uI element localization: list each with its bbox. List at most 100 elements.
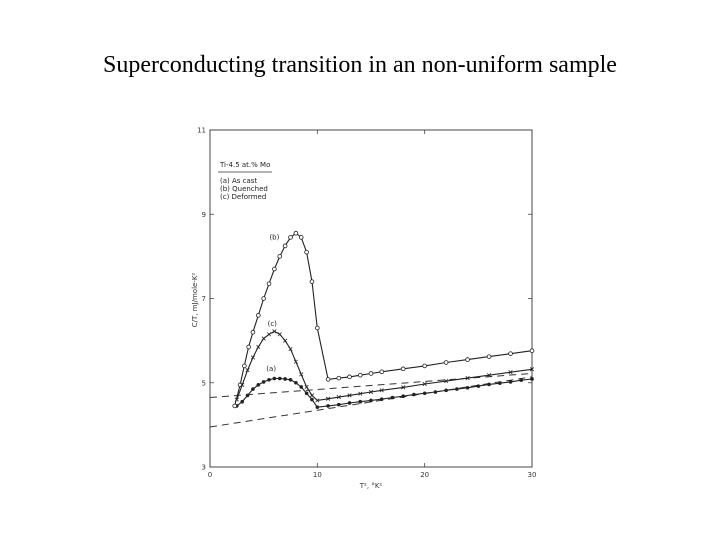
data-point — [272, 376, 277, 381]
data-point — [283, 377, 287, 381]
data-point — [293, 359, 298, 364]
data-point — [336, 375, 342, 381]
data-point — [444, 378, 449, 384]
y-tick-label: 11 — [197, 127, 206, 135]
data-point — [379, 397, 384, 401]
y-tick-label: 5 — [202, 379, 206, 387]
data-point — [288, 378, 293, 382]
data-point — [261, 336, 266, 341]
data-point — [240, 382, 245, 387]
data-point — [325, 396, 331, 401]
data-point — [412, 392, 416, 397]
data-point — [498, 381, 502, 385]
series-annotation: (c) — [268, 320, 278, 328]
data-point — [347, 374, 352, 380]
data-point — [283, 338, 288, 343]
data-point — [232, 403, 237, 409]
y-tick-label: 3 — [202, 464, 206, 472]
data-point — [390, 395, 395, 400]
data-point — [288, 235, 293, 240]
data-point — [508, 380, 513, 384]
data-point — [358, 399, 363, 404]
x-axis-label: T², °K² — [359, 482, 383, 490]
data-point — [326, 404, 330, 408]
data-point — [256, 344, 261, 350]
data-point — [379, 369, 385, 375]
data-point — [315, 398, 320, 403]
data-point — [298, 235, 304, 240]
data-point — [246, 344, 251, 350]
data-point — [256, 383, 261, 387]
x-tick-label: 30 — [528, 471, 537, 479]
series-line-b — [234, 232, 533, 407]
data-point — [530, 377, 534, 381]
data-point — [299, 385, 304, 389]
data-point — [315, 405, 320, 409]
data-point — [529, 367, 535, 372]
data-point — [433, 390, 438, 394]
data-point — [347, 401, 352, 405]
data-point — [250, 355, 256, 360]
data-point — [250, 329, 256, 335]
data-point — [304, 391, 309, 396]
series-annotation: (a) — [266, 365, 276, 373]
data-point — [299, 372, 304, 377]
data-point — [266, 281, 272, 287]
series-annotation: (b) — [269, 234, 279, 242]
axes: 0 10 20 30 3 5 7 9 11 — [197, 127, 536, 480]
data-point — [444, 388, 448, 393]
data-point — [519, 378, 524, 383]
data-point — [272, 266, 277, 272]
data-point — [465, 386, 470, 390]
x-tick-label: 0 — [208, 471, 212, 479]
data-point — [304, 249, 309, 255]
data-point — [508, 370, 513, 375]
data-point — [465, 376, 470, 381]
data-point — [256, 313, 261, 318]
plot-frame — [209, 129, 533, 468]
legend-entry-a: (a) As cast — [220, 177, 257, 185]
data-point — [242, 363, 247, 369]
data-point — [245, 368, 250, 373]
data-point — [368, 371, 374, 376]
data-point — [267, 378, 271, 382]
data-point — [465, 357, 470, 362]
data-point — [422, 391, 427, 396]
data-point — [357, 372, 363, 378]
slide-title: Superconducting transition in an non-uni… — [103, 52, 617, 78]
data-point — [251, 387, 255, 391]
data-point — [401, 385, 406, 390]
data-point — [400, 366, 406, 372]
legend-heading: Ti-4.5 at.% Mo — [219, 161, 270, 169]
data-point — [347, 393, 352, 398]
data-point — [336, 394, 341, 400]
legend: Ti-4.5 at.% Mo (a) As cast (b) Quenched … — [218, 161, 272, 201]
data-point — [443, 360, 449, 365]
legend-entry-c: (c) Deformed — [220, 193, 266, 201]
data-point — [245, 393, 250, 398]
data-point — [337, 402, 341, 407]
data-point — [294, 380, 298, 385]
data-point — [368, 389, 374, 395]
data-point — [325, 377, 331, 382]
data-point — [277, 376, 282, 381]
data-point — [379, 388, 384, 393]
data-point — [422, 363, 427, 369]
data-point — [315, 325, 320, 331]
data-point — [487, 382, 491, 387]
data-point — [358, 391, 363, 396]
data-point — [272, 329, 277, 334]
data-point — [261, 380, 266, 384]
data-point — [455, 387, 459, 391]
series-group: (b) (c) (a) — [232, 230, 535, 409]
legend-entry-b: (b) Quenched — [220, 185, 268, 193]
extrapolation-line — [209, 372, 533, 398]
y-axis-label: C/T, mJ/mole-K² — [191, 273, 199, 328]
data-point — [529, 348, 535, 354]
y-tick-label: 9 — [202, 211, 206, 219]
x-tick-label: 10 — [313, 471, 322, 479]
data-point — [309, 393, 315, 398]
data-point — [486, 373, 492, 378]
data-point — [508, 351, 513, 356]
data-point — [266, 332, 272, 337]
